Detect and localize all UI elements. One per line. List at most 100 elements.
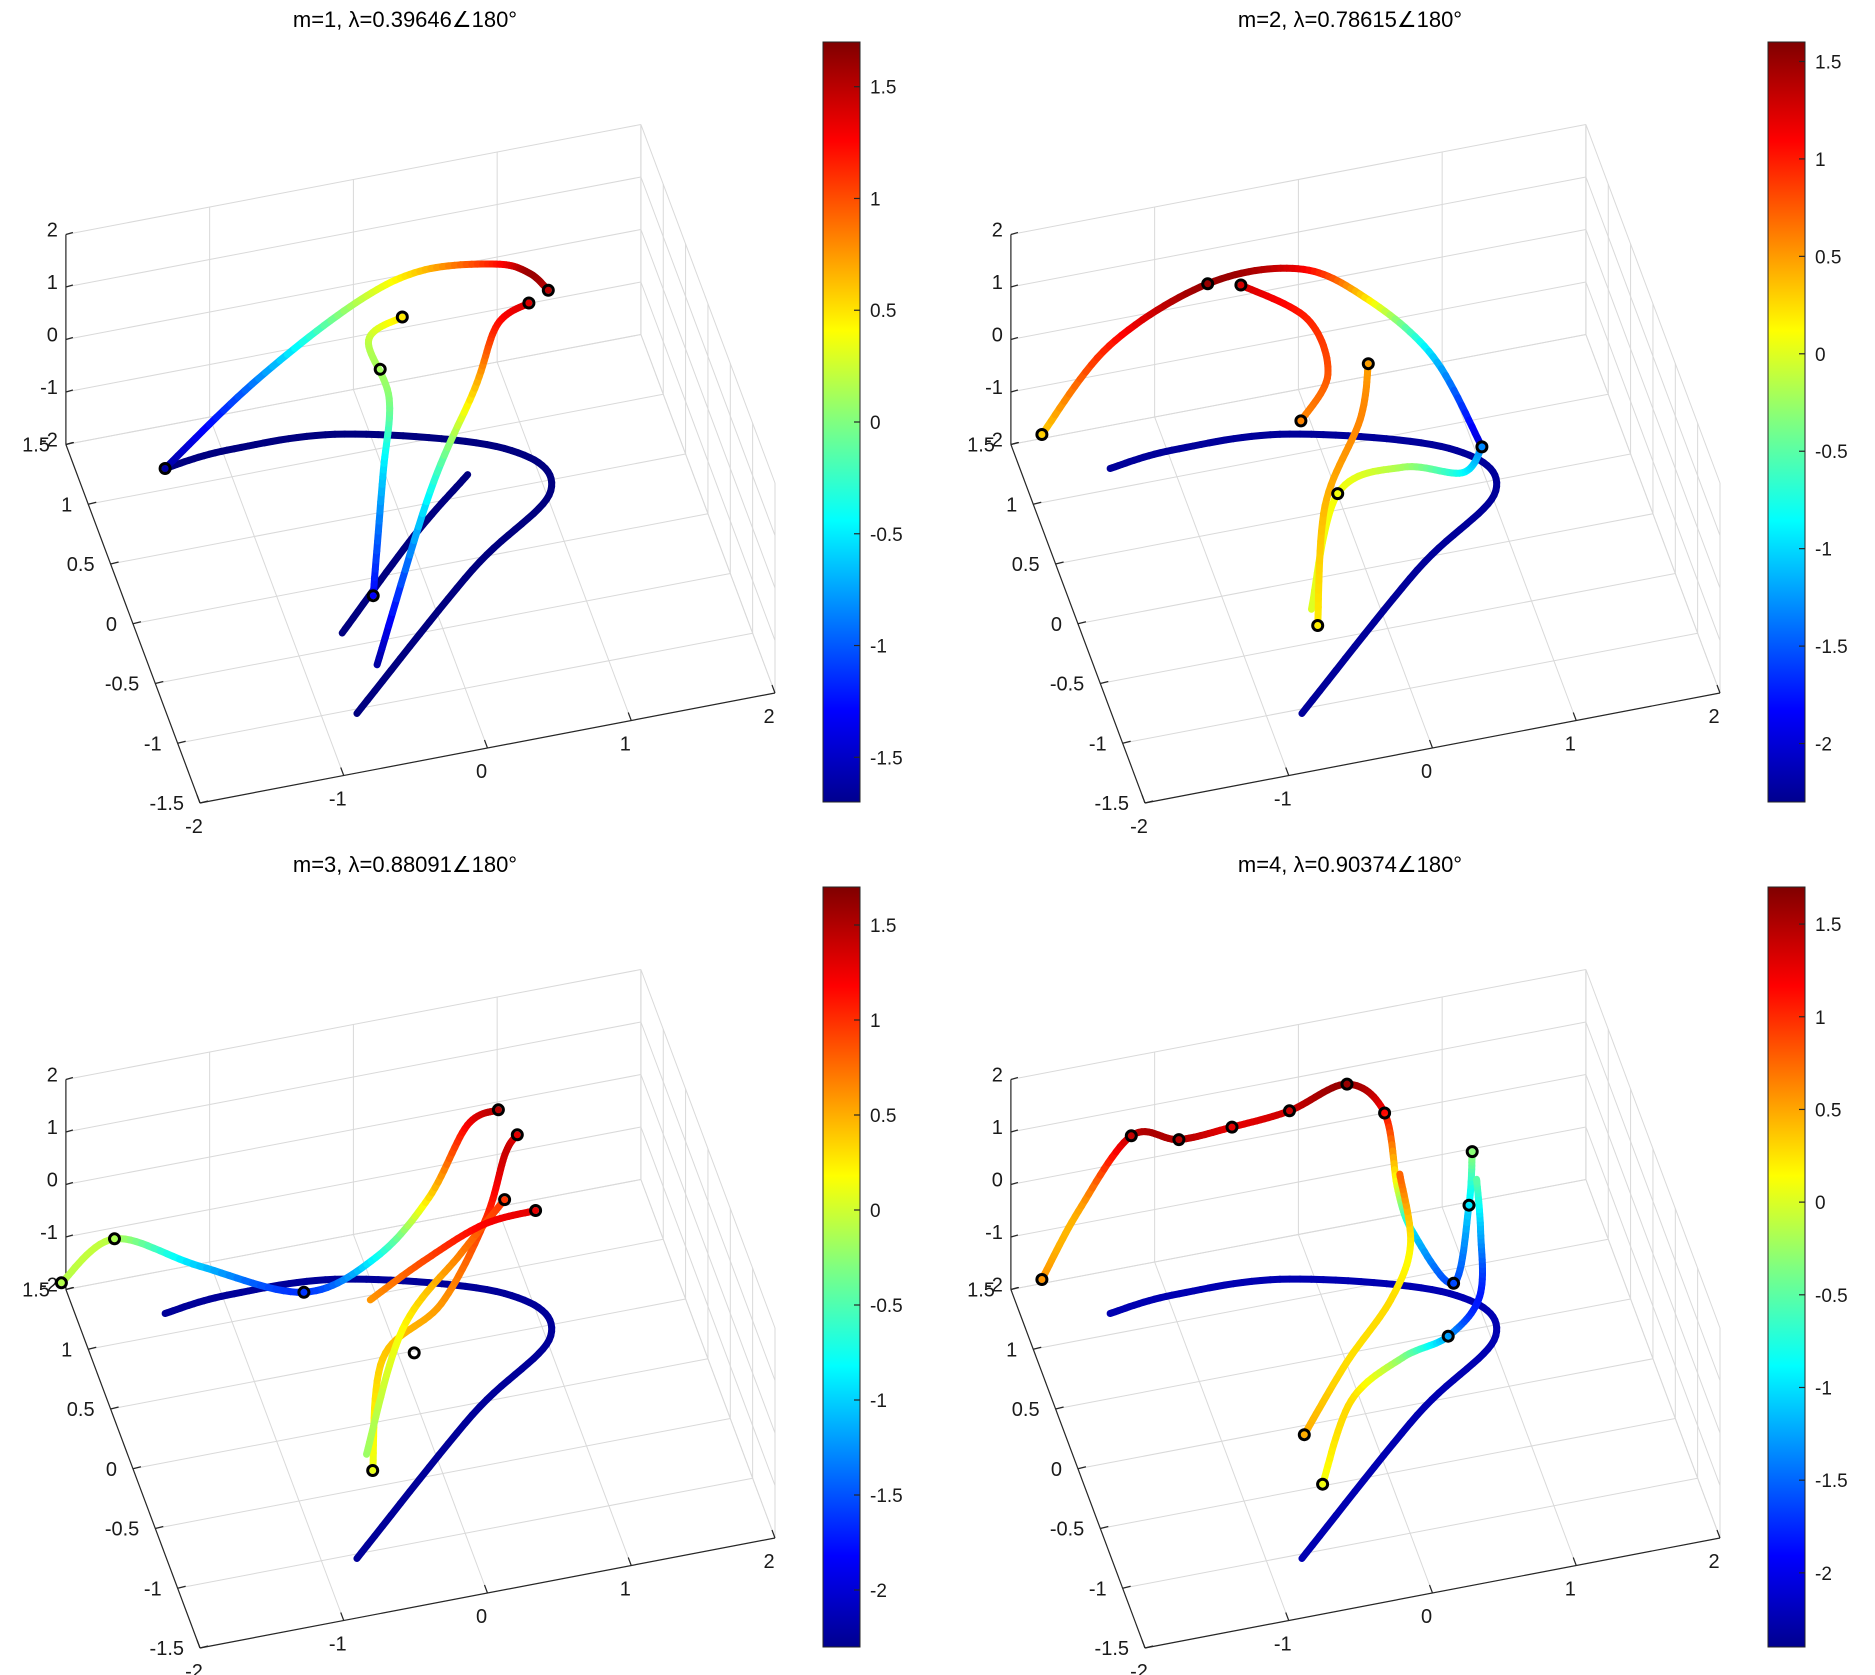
z-tick-mark (65, 441, 74, 446)
grid-line (640, 176, 776, 536)
colorbar: 1.5 1 0.5 0 -0.5 -1 -1.5 (822, 41, 903, 803)
colorbar-tick-label: 1 (870, 189, 881, 210)
x-tick-mark (771, 684, 776, 694)
y-tick-mark (110, 561, 119, 565)
grid-line (65, 229, 641, 340)
x-tick-mark (196, 794, 201, 804)
colorbar-tick-label: -1 (1815, 540, 1832, 561)
z-tick-mark (1010, 1129, 1019, 1133)
colorbar-tick-label: 0.5 (870, 1106, 896, 1127)
marker-point (1475, 440, 1489, 454)
colorbar-tick-label: 0.5 (870, 301, 896, 322)
trajectory-series (1038, 1080, 1476, 1288)
y-tick-mark (1055, 561, 1064, 565)
x-tick-mark (1285, 1612, 1290, 1621)
x-tick-mark (196, 1639, 201, 1649)
y-tick-label: 0.5 (67, 554, 95, 576)
trajectory-segment (397, 313, 406, 322)
trajectory-segment (353, 1549, 366, 1562)
trajectories (57, 1106, 556, 1562)
markers (158, 283, 555, 603)
y-tick-mark (1077, 621, 1087, 625)
grid-line (1585, 176, 1721, 536)
trajectory-segment (513, 1131, 521, 1139)
y-tick-label: 0 (1051, 614, 1062, 636)
grid-line (155, 1418, 731, 1529)
marker-point (1465, 1145, 1479, 1159)
y-tick-mark (199, 1645, 209, 1649)
colorbar-tick-label: -0.5 (1815, 1286, 1848, 1307)
marker-point (373, 362, 387, 376)
y-tick-mark (1077, 1466, 1087, 1470)
y-axis-line (1010, 444, 1146, 804)
grid-line (1585, 969, 1721, 1329)
x-tick-mark (1428, 1584, 1434, 1594)
y-tick-mark (1144, 800, 1154, 804)
x-tick-mark (340, 1612, 345, 1621)
grid-line (88, 393, 664, 505)
x-tick-label: -2 (1130, 816, 1148, 838)
colorbar-gradient (1768, 42, 1805, 802)
trajectory-segment (1298, 704, 1311, 717)
z-tick-mark (65, 1234, 74, 1238)
y-tick-label: -0.5 (1050, 1519, 1084, 1541)
colorbar: 1.5 1 0.5 0 -0.5 -1 -1.5 -2 (822, 886, 903, 1648)
colorbar-frame (1767, 41, 1806, 803)
marker-point (395, 310, 409, 324)
marker-point (1331, 487, 1345, 501)
colorbar-tick-label: -2 (1815, 1564, 1832, 1585)
x-tick-label: -2 (1130, 1661, 1148, 1675)
y-tick-label: 0 (106, 1459, 117, 1481)
grid-line (65, 334, 641, 445)
subplot-m3: m=3, λ=0.88091∠180° -2 -1 0 1 2 -1.5 -1 -0.5 0 0.5… (22, 852, 903, 1675)
trajectory-segment (1298, 1549, 1311, 1562)
grid-line (1033, 393, 1609, 505)
y-tick-label: 0.5 (1012, 1399, 1040, 1421)
trajectory-series (1106, 1275, 1501, 1562)
y-tick-label: 1.5 (967, 1280, 995, 1302)
trajectory-segment (524, 299, 533, 308)
y-tick-mark (1122, 740, 1131, 744)
x-tick-label: -1 (329, 789, 347, 811)
colorbar-tick-label: 1.5 (1815, 52, 1841, 73)
x-tick-mark (1716, 1529, 1721, 1539)
y-tick-mark (132, 1466, 142, 1470)
y-tick-label: 1.5 (967, 435, 995, 457)
x-tick-label: 2 (763, 1551, 774, 1573)
marker-point (297, 1285, 311, 1299)
x-tick-label: -1 (1274, 1634, 1292, 1656)
colorbar-tick-label: 0 (870, 413, 881, 434)
x-tick-label: 0 (1421, 761, 1432, 783)
trajectory-segment (493, 1106, 502, 1114)
grid-line (1010, 229, 1586, 340)
x-tick-mark (1716, 684, 1721, 694)
marker-point (1172, 1133, 1186, 1147)
y-tick-label: 0.5 (1012, 554, 1040, 576)
grid-line (65, 1126, 641, 1238)
trajectory-segment (1297, 415, 1306, 425)
marker-point (1283, 1104, 1296, 1118)
trajectory-series (1319, 1175, 1486, 1488)
subplot-m4: m=4, λ=0.90374∠180° -2 -1 0 1 2 -1.5 -1 -0.5 0 0.5… (967, 852, 1848, 1675)
z-tick-label: 0 (992, 325, 1003, 347)
markers (1035, 277, 1489, 632)
colorbar-tick-label: -0.5 (870, 525, 903, 546)
z-tick-mark (65, 336, 74, 341)
grid-line (177, 632, 753, 744)
grid-line (1585, 1074, 1721, 1434)
marker-point (1234, 278, 1248, 292)
x-tick-label: 1 (1565, 734, 1576, 756)
colorbar-tick-label: 1 (870, 1011, 881, 1032)
y-tick-label: -0.5 (105, 1519, 139, 1541)
y-tick-label: 1 (61, 1339, 72, 1361)
y-tick-mark (1144, 1645, 1154, 1649)
grid-line (640, 124, 776, 484)
grid-line (1100, 573, 1676, 684)
marker-point (1447, 1276, 1461, 1290)
y-tick-label: -1.5 (150, 1638, 184, 1660)
trajectory-series (373, 299, 533, 669)
colorbar: 1.5 1 0.5 0 -0.5 -1 -1.5 -2 (1767, 886, 1848, 1648)
